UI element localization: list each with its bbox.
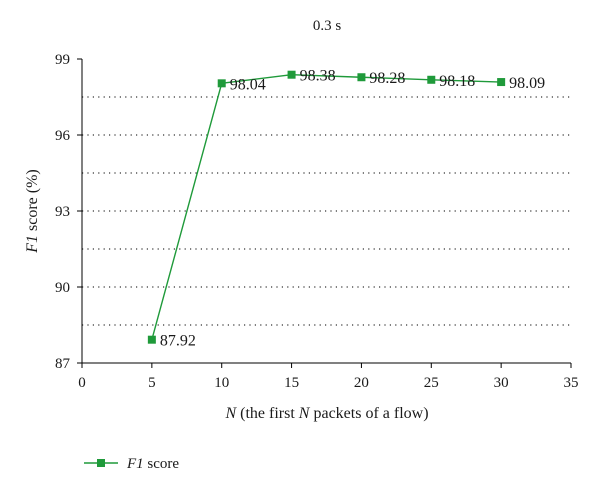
y-tick-label: 99 [55,52,70,68]
legend-label: F1 score [126,456,179,472]
chart-title: 0.3 s [313,18,342,34]
data-label: 98.04 [230,76,266,93]
data-point [427,75,436,84]
x-tick-label: 20 [354,375,369,391]
data-point [497,78,506,87]
legend-marker [97,459,105,467]
x-tick-label: 35 [564,375,579,391]
data-point [357,73,366,82]
data-point [217,79,226,88]
legend: F1 score [84,456,179,472]
data-label: 98.09 [509,75,545,92]
data-label: 87.92 [160,333,196,350]
axes: 87 90 93 96 99 0 5 10 15 20 25 30 35 [55,52,579,391]
data-label: 98.28 [369,70,405,87]
x-tick-label: 10 [214,375,229,391]
x-tick-label: 25 [424,375,439,391]
x-tick-label: 30 [494,375,509,391]
series-line [151,74,502,340]
x-tick-label: 0 [78,375,86,391]
data-label: 98.18 [439,73,475,90]
x-tick-label: 15 [284,375,299,391]
y-tick-label: 96 [55,128,71,144]
grid-layer [82,96,571,326]
y-tick-label: 90 [55,280,70,296]
y-tick-label: 93 [55,204,70,220]
y-tick-label: 87 [55,356,71,372]
x-tick-label: 5 [148,375,156,391]
data-point [147,335,156,344]
data-point [287,70,296,79]
series-layer: 87.92 98.04 98.38 98.28 98.18 98.09 [147,68,545,350]
data-label: 98.38 [300,68,336,85]
x-axis-title: N (the first N packets of a flow) [224,405,428,422]
y-axis-title: F1 score (%) [24,169,41,254]
